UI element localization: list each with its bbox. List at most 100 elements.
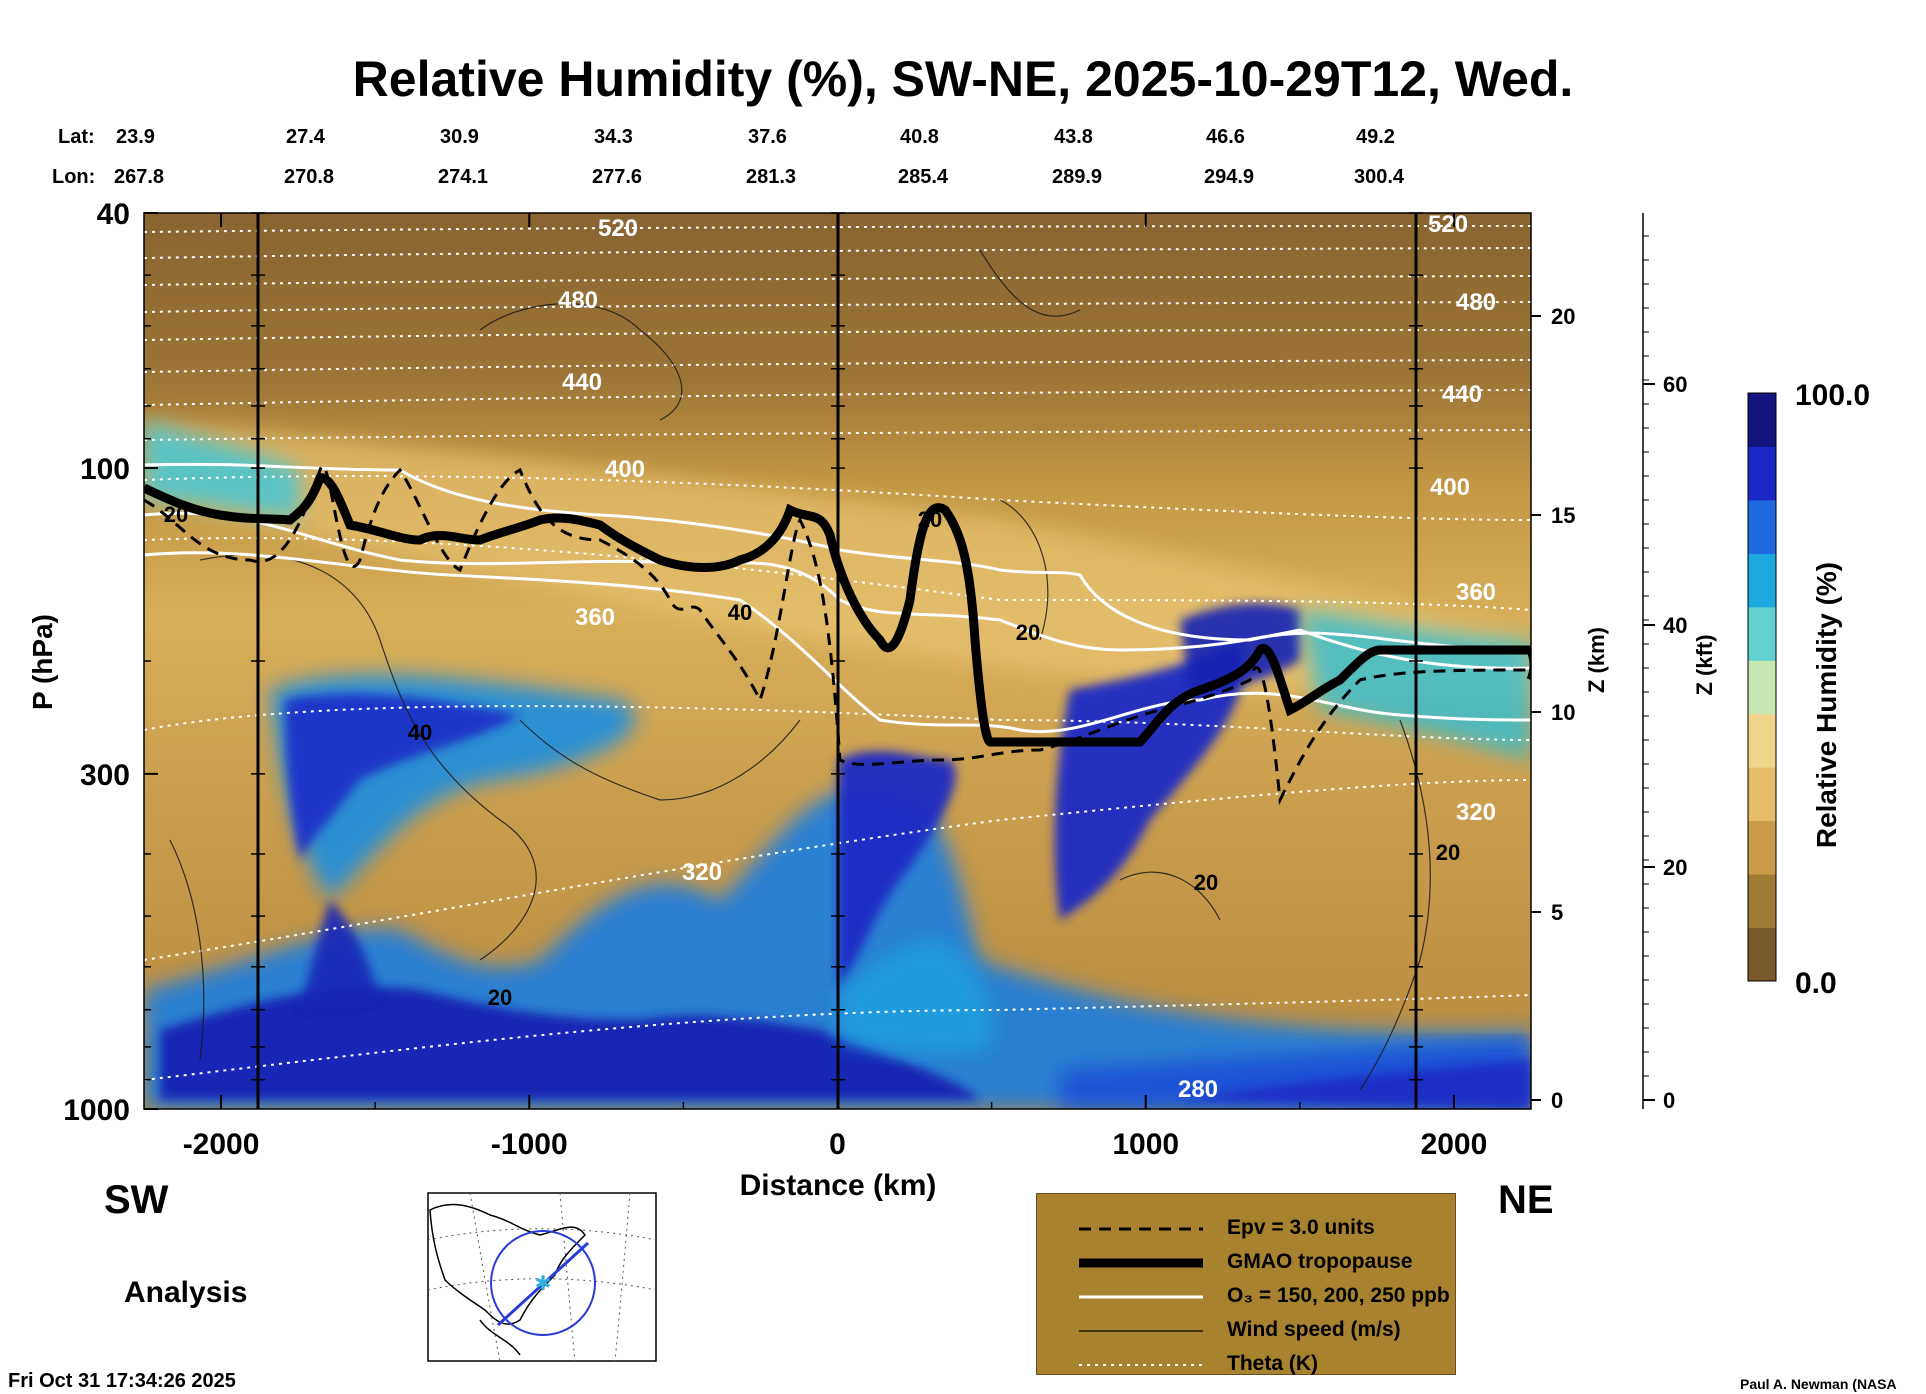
- lon-value: 277.6: [592, 166, 643, 188]
- legend: Epv = 3.0 units GMAO tropopause O₃ = 150, …: [1036, 1193, 1456, 1375]
- humidity-patch: [285, 693, 520, 860]
- colorbar-segment: [1748, 660, 1776, 715]
- theta-label: 360: [1456, 579, 1496, 606]
- colorbar-segment: [1748, 927, 1776, 982]
- legend-swatch: [1079, 1364, 1203, 1366]
- epv-contour: [144, 465, 1531, 806]
- legend-item: Theta (K): [1037, 1350, 1455, 1380]
- colorbar-segment: [1748, 499, 1776, 554]
- z-km-tick-label: 10: [1551, 700, 1575, 725]
- legend-swatch: [1079, 1258, 1203, 1268]
- inset-map: ✱: [427, 1192, 657, 1362]
- lat-value: 27.4: [286, 126, 325, 148]
- z-km-tick-label: 0: [1551, 1088, 1563, 1113]
- analysis-label: Analysis: [124, 1276, 248, 1309]
- legend-swatch: [1079, 1227, 1203, 1231]
- humidity-patch: [160, 987, 980, 1100]
- colorbar-segment: [1748, 393, 1776, 447]
- land-outline: [479, 1319, 521, 1356]
- z-kft-tick-label: 40: [1663, 613, 1687, 638]
- z-kft-tick-label: 20: [1663, 855, 1687, 880]
- theta-label: 320: [1456, 799, 1496, 826]
- z-kft-tick-label: 60: [1663, 372, 1687, 397]
- lon-value: 274.1: [438, 166, 489, 188]
- theta-label: 480: [1456, 289, 1496, 316]
- timestamp: Fri Oct 31 17:34:26 2025: [8, 1370, 236, 1392]
- humidity-patch: [1180, 603, 1300, 690]
- colorbar-segment: [1748, 713, 1776, 768]
- lat-value: 37.6: [748, 126, 787, 148]
- gmao-tropopause: [144, 473, 1531, 747]
- lat-value: 43.8: [1054, 126, 1093, 148]
- wind-label: 20: [1436, 840, 1460, 865]
- theta-label: 480: [558, 287, 598, 314]
- colorbar-label: Relative Humidity (%): [1811, 562, 1842, 848]
- z-km-label: Z (km): [1584, 627, 1609, 693]
- humidity-patch: [1180, 1060, 1531, 1109]
- theta-label: 520: [1428, 211, 1468, 238]
- colorbar-max-label: 100.0: [1795, 379, 1870, 412]
- colorbar-segment: [1748, 553, 1776, 608]
- ne-label: NE: [1498, 1178, 1554, 1222]
- wind-label: 20: [164, 502, 188, 527]
- lat-value: 40.8: [900, 126, 939, 148]
- colorbar-segment: [1748, 820, 1776, 875]
- lat-label: Lat:: [58, 126, 95, 148]
- y-axis-label: P (hPa): [27, 614, 58, 710]
- legend-swatch: [1079, 1295, 1203, 1299]
- lon-value: 270.8: [284, 166, 335, 188]
- theta-label: 360: [575, 604, 615, 631]
- lon-value: 267.8: [114, 166, 165, 188]
- lon-value: 281.3: [746, 166, 797, 188]
- lon-value: 285.4: [898, 166, 949, 188]
- legend-item: Wind speed (m/s): [1037, 1316, 1455, 1346]
- theta-label: 400: [1430, 474, 1470, 501]
- z-km-tick-label: 15: [1551, 503, 1575, 528]
- z-kft-tick-label: 0: [1663, 1088, 1675, 1113]
- theta-label: 440: [562, 369, 602, 396]
- colorbar-min-label: 0.0: [1795, 967, 1837, 1000]
- legend-item: Epv = 3.0 units: [1037, 1214, 1455, 1244]
- humidity-patch: [1054, 640, 1244, 920]
- lon-label: Lon:: [52, 166, 96, 188]
- colorbar-segment: [1748, 874, 1776, 929]
- theta-label: 440: [1442, 381, 1482, 408]
- z-km-axis: 0 5 10 15 20: [1531, 304, 1575, 1113]
- lat-value: 23.9: [116, 126, 155, 148]
- transect-line: [496, 1241, 590, 1327]
- x-axis-label: Distance (km): [740, 1169, 937, 1202]
- wind-label: 40: [408, 720, 432, 745]
- legend-label: Epv = 3.0 units: [1227, 1216, 1375, 1239]
- z-kft-axis: 0 20 40 60: [1642, 213, 1687, 1113]
- y-tick-label: 1000: [63, 1094, 130, 1127]
- lat-value: 46.6: [1206, 126, 1245, 148]
- sw-label: SW: [104, 1178, 169, 1222]
- humidity-patch: [300, 900, 380, 1010]
- wind-label: 20: [918, 507, 942, 532]
- x-tick-label: -1000: [491, 1128, 568, 1161]
- theta-label: 280: [1178, 1076, 1218, 1103]
- colorbar-frame: [1747, 392, 1777, 982]
- wind-label: 20: [488, 985, 512, 1010]
- x-tick-label: 0: [829, 1128, 846, 1161]
- legend-label: Wind speed (m/s): [1227, 1318, 1401, 1341]
- z-km-tick-label: 20: [1551, 304, 1575, 329]
- legend-item: GMAO tropopause: [1037, 1248, 1455, 1278]
- theta-contours: [144, 225, 1531, 1081]
- colorbar-segment: [1748, 767, 1776, 822]
- legend-label: Theta (K): [1227, 1352, 1318, 1375]
- colorbar-segment: [1748, 446, 1776, 501]
- range-circle: [490, 1230, 596, 1336]
- wind-label: 20: [1194, 870, 1218, 895]
- lat-value: 49.2: [1356, 126, 1395, 148]
- y-axis: 40 100 300 1000: [63, 198, 158, 1127]
- legend-label: GMAO tropopause: [1227, 1250, 1413, 1273]
- lat-value: 30.9: [440, 126, 479, 148]
- legend-label: O₃ = 150, 200, 250 ppb: [1227, 1284, 1450, 1307]
- x-tick-label: 2000: [1421, 1128, 1488, 1161]
- humidity-patch: [838, 751, 956, 990]
- y-tick-label: 100: [80, 453, 130, 486]
- colorbar: [1747, 392, 1777, 982]
- z-kft-label: Z (kft): [1692, 634, 1717, 695]
